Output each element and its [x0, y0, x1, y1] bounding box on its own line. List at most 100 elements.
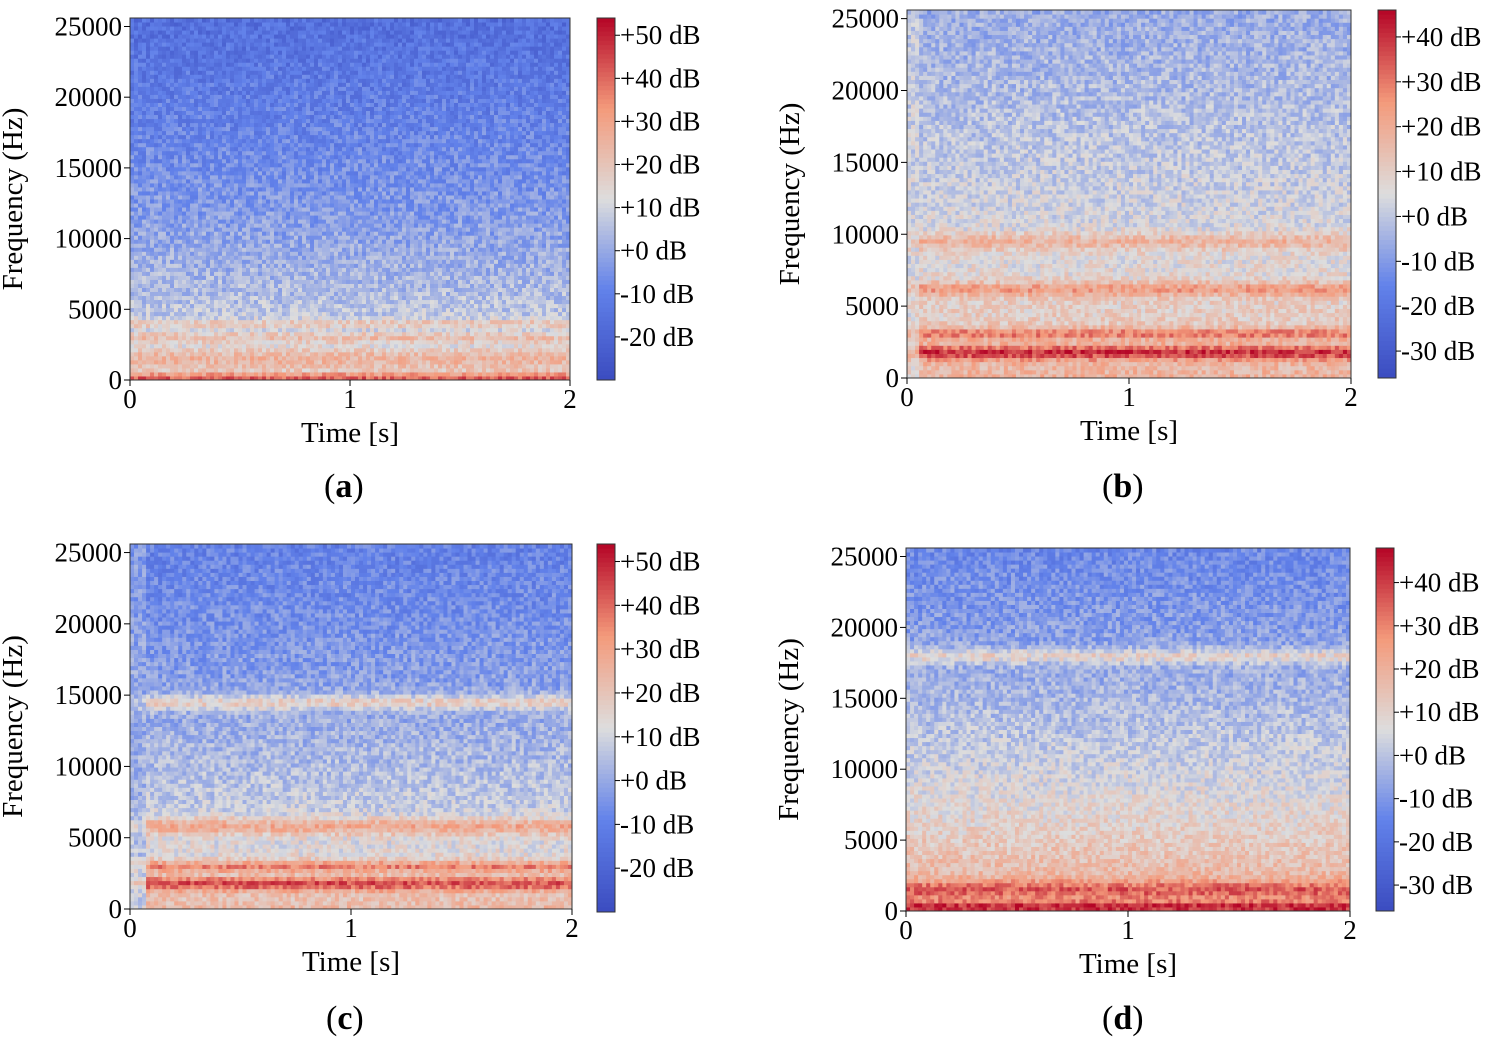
heatmap-cell — [218, 319, 223, 325]
heatmap-cell — [282, 351, 287, 357]
heatmap-cell — [346, 311, 351, 317]
heatmap-cell — [214, 90, 219, 95]
heatmap-cell — [226, 347, 231, 353]
heatmap-cell — [342, 46, 347, 51]
heatmap-cell — [242, 178, 247, 184]
heatmap-cell — [282, 299, 287, 305]
heatmap-cell — [230, 303, 235, 309]
heatmap-cell — [182, 46, 187, 51]
heatmap-cell — [310, 130, 315, 136]
heatmap-cell — [250, 102, 255, 107]
heatmap-cell — [154, 146, 159, 152]
heatmap-cell — [238, 90, 243, 95]
heatmap-cell — [282, 263, 287, 268]
heatmap-cell — [202, 122, 207, 128]
heatmap-cell — [274, 146, 279, 152]
heatmap-cell — [326, 186, 331, 192]
heatmap-cell — [210, 174, 215, 180]
heatmap-cell — [254, 247, 259, 252]
heatmap-cell — [194, 207, 199, 212]
heatmap-cell — [258, 351, 263, 357]
heatmap-cell — [154, 158, 159, 164]
heatmap-cell — [286, 174, 291, 180]
heatmap-cell — [206, 359, 211, 365]
heatmap-cell — [162, 102, 167, 107]
heatmap-cell — [238, 122, 243, 128]
heatmap-cell — [258, 307, 263, 313]
heatmap-cell — [246, 182, 251, 188]
heatmap-cell — [262, 166, 267, 172]
heatmap-cell — [198, 223, 203, 228]
heatmap-cell — [214, 327, 219, 333]
heatmap-cell — [310, 223, 315, 228]
heatmap-cell — [286, 106, 291, 112]
heatmap-cell — [138, 339, 143, 345]
heatmap-cell — [242, 158, 247, 164]
heatmap-cell — [258, 82, 263, 87]
heatmap-cell — [150, 182, 155, 188]
heatmap-cell — [262, 146, 267, 152]
heatmap-cell — [134, 347, 139, 353]
heatmap-cell — [278, 247, 283, 252]
heatmap-cell — [142, 303, 147, 309]
heatmap-cell — [342, 347, 347, 353]
heatmap-cell — [306, 363, 311, 369]
heatmap-cell — [150, 251, 155, 256]
heatmap-cell — [338, 223, 343, 228]
heatmap-cell — [242, 58, 247, 63]
heatmap-cell — [174, 279, 179, 284]
heatmap-cell — [178, 30, 183, 35]
heatmap-cell — [334, 219, 339, 224]
heatmap-cell — [302, 146, 307, 152]
heatmap-cell — [274, 295, 279, 301]
heatmap-cell — [154, 194, 159, 200]
heatmap-cell — [290, 315, 295, 321]
heatmap-cell — [250, 34, 255, 39]
heatmap-cell — [202, 299, 207, 305]
heatmap-cell — [138, 199, 143, 204]
heatmap-cell — [170, 355, 175, 361]
heatmap-cell — [166, 199, 171, 204]
heatmap-cell — [134, 255, 139, 260]
heatmap-cell — [338, 78, 343, 83]
heatmap-cell — [170, 339, 175, 345]
heatmap-cell — [238, 34, 243, 39]
heatmap-cell — [174, 327, 179, 333]
heatmap-cell — [182, 227, 187, 232]
heatmap-cell — [222, 118, 227, 124]
heatmap-cell — [290, 146, 295, 152]
heatmap-cell — [158, 219, 163, 224]
heatmap-cell — [258, 239, 263, 244]
heatmap-cell — [206, 251, 211, 256]
heatmap-cell — [170, 94, 175, 99]
heatmap-cell — [222, 58, 227, 63]
heatmap-cell — [230, 46, 235, 51]
heatmap-cell — [162, 166, 167, 172]
heatmap-cell — [342, 263, 347, 268]
heatmap-cell — [130, 106, 135, 112]
heatmap-cell — [282, 138, 287, 144]
heatmap-cell — [270, 207, 275, 212]
heatmap-cell — [230, 66, 235, 71]
heatmap-cell — [210, 150, 215, 156]
heatmap-cell — [234, 327, 239, 333]
heatmap-cell — [310, 166, 315, 172]
heatmap-cell — [314, 122, 319, 128]
heatmap-cell — [290, 295, 295, 301]
heatmap-cell — [258, 199, 263, 204]
heatmap-cell — [158, 247, 163, 252]
heatmap-cell — [146, 50, 151, 55]
heatmap-cell — [222, 331, 227, 337]
heatmap-cell — [222, 287, 227, 293]
heatmap-cell — [150, 211, 155, 216]
heatmap-cell — [294, 46, 299, 51]
heatmap-cell — [242, 98, 247, 103]
heatmap-cell — [326, 110, 331, 116]
heatmap-cell — [190, 303, 195, 309]
heatmap-cell — [170, 138, 175, 144]
heatmap-cell — [146, 54, 151, 59]
heatmap-cell — [142, 30, 147, 35]
heatmap-cell — [186, 118, 191, 124]
heatmap-cell — [206, 223, 211, 228]
heatmap-cell — [310, 34, 315, 39]
